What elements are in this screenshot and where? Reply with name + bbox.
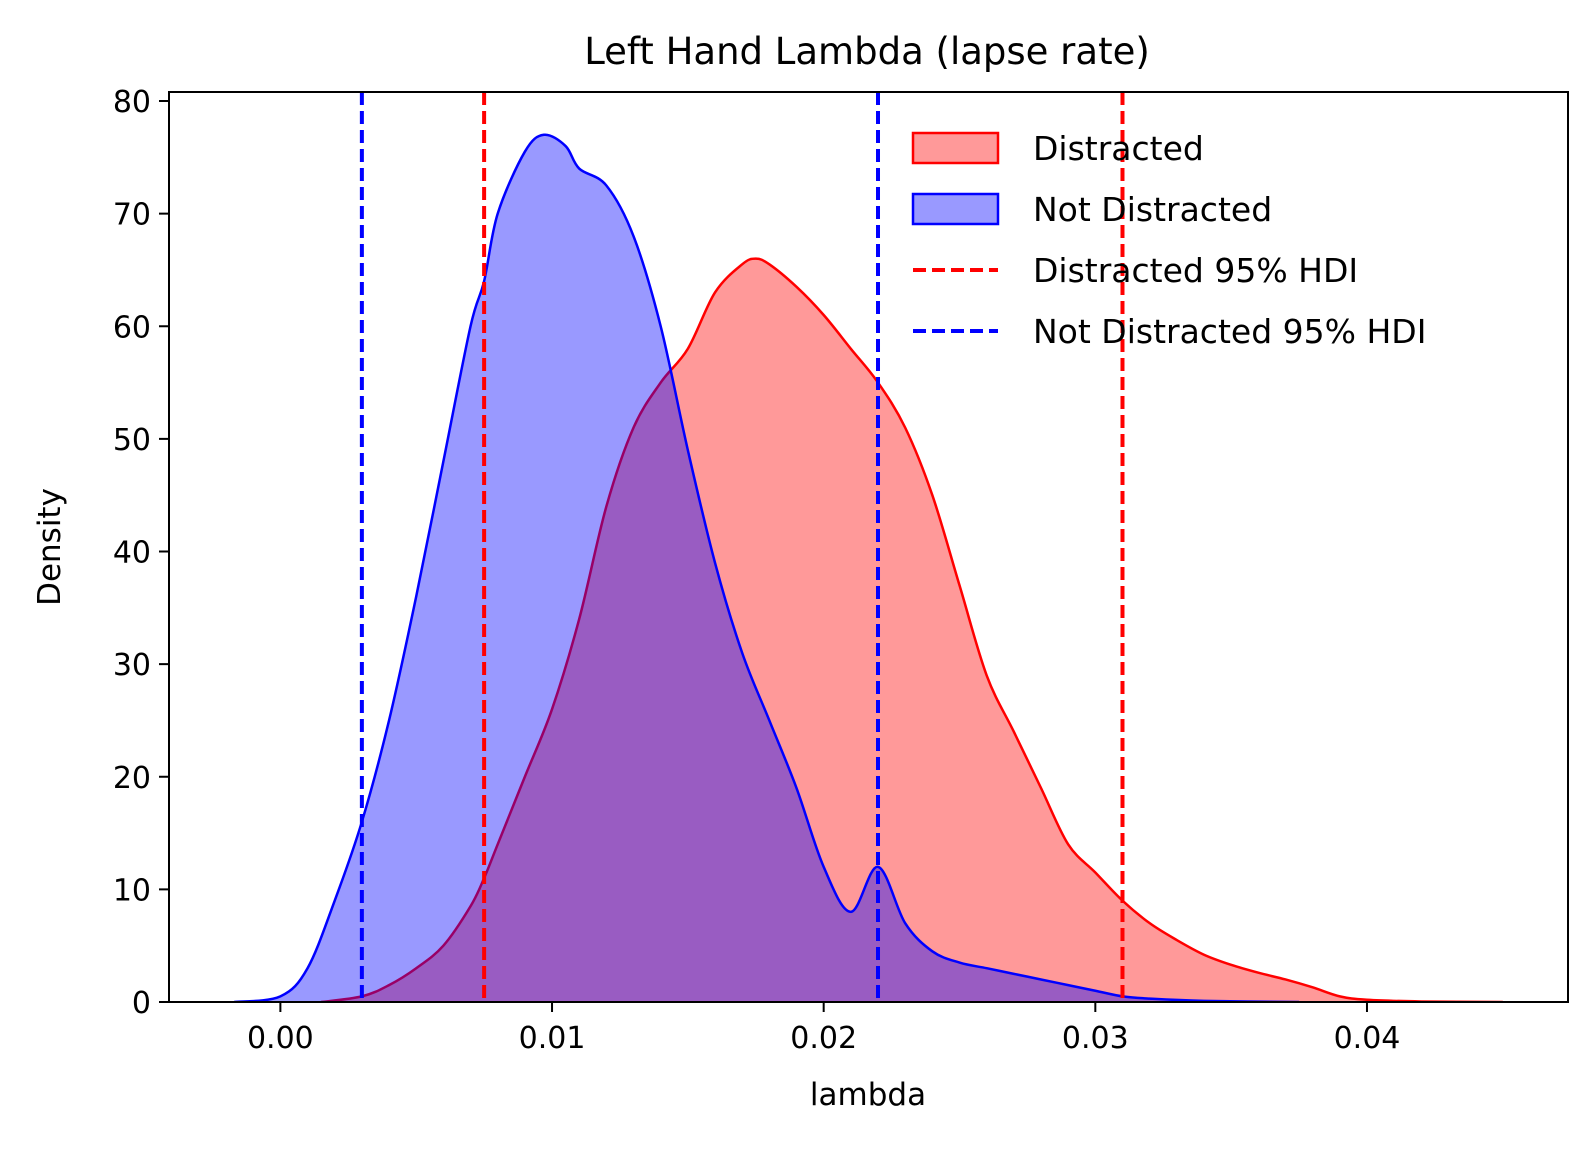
y-tick-label: 30 [113, 648, 151, 683]
y-axis: 0 10 20 30 40 50 60 70 80 [113, 85, 169, 1021]
x-axis-title: lambda [810, 1077, 926, 1113]
x-tick-label: 0.04 [1334, 1021, 1401, 1056]
x-tick-label: 0.03 [1062, 1021, 1129, 1056]
y-tick-label: 20 [113, 761, 151, 796]
y-tick-label: 80 [113, 85, 151, 120]
legend-item-not-distracted: Not Distracted [911, 190, 1272, 229]
legend-label: Not Distracted [1033, 190, 1272, 229]
y-tick-label: 70 [113, 198, 151, 233]
density-series-layer [234, 133, 1503, 1002]
legend-swatch-distracted [911, 131, 1000, 165]
y-axis-title: Density [32, 488, 68, 606]
density-area-not-distracted [234, 134, 1300, 1002]
legend-item-distracted-95-hdi: Distracted 95% HDI [913, 251, 1358, 290]
x-tick-label: 0.01 [519, 1021, 586, 1056]
legend-item-not-distracted-95-hdi: Not Distracted 95% HDI [913, 312, 1426, 351]
x-tick-label: 0.02 [790, 1021, 857, 1056]
legend-swatch-not-distracted [911, 192, 1000, 226]
y-tick-label: 50 [113, 423, 151, 458]
x-axis: 0.00 0.01 0.02 0.03 0.04 [247, 1002, 1400, 1056]
legend-label: Distracted 95% HDI [1033, 251, 1358, 290]
y-tick-label: 0 [132, 986, 151, 1021]
legend-item-distracted: Distracted [911, 129, 1204, 168]
chart-title: Left Hand Lambda (lapse rate) [584, 30, 1150, 73]
y-tick-label: 40 [113, 536, 151, 571]
density-line-distracted [320, 257, 1503, 1002]
legend-label: Distracted [1033, 129, 1204, 168]
y-tick-label: 60 [113, 310, 151, 345]
density-area-distracted [321, 258, 1503, 1002]
x-tick-label: 0.00 [247, 1021, 314, 1056]
legend-label: Not Distracted 95% HDI [1033, 312, 1426, 351]
plot-frame [168, 91, 1569, 1003]
density-line-not-distracted [234, 133, 1300, 1002]
legend: Distracted Not Distracted Distracted 95% H… [911, 129, 1426, 351]
y-tick-label: 10 [113, 873, 151, 908]
